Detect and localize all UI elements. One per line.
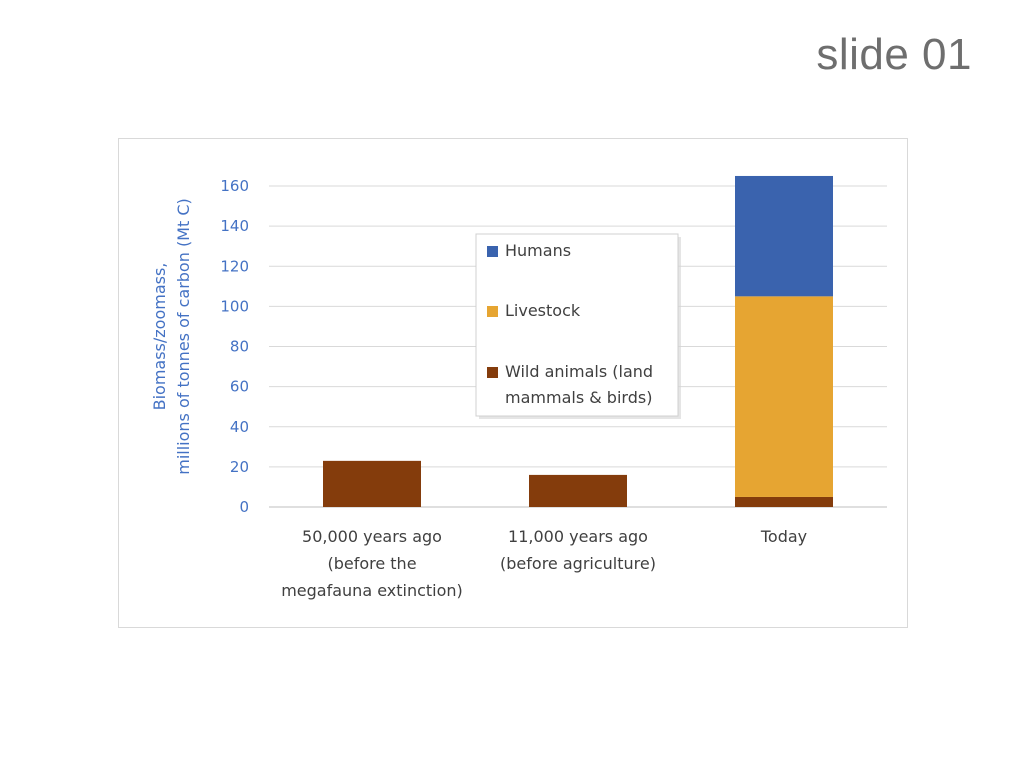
x-category-label: 11,000 years ago xyxy=(508,527,648,546)
y-axis-label-line: millions of tonnes of carbon (Mt C) xyxy=(174,198,193,475)
biomass-chart: 0 20 40 60 80 100 120 140 160 Biomass/zoomass, mi… xyxy=(150,175,887,600)
y-tick-label: 120 xyxy=(220,257,249,275)
legend-label: mammals & birds) xyxy=(505,388,652,407)
legend-box xyxy=(475,233,679,417)
bar-wild xyxy=(529,474,627,507)
x-axis-categories: 50,000 years ago (before the megafauna ext… xyxy=(281,527,807,600)
x-category-label: (before the xyxy=(327,554,416,573)
legend-swatch xyxy=(487,367,498,378)
legend-swatch xyxy=(487,246,498,257)
y-tick-label: 0 xyxy=(239,498,249,516)
legend-swatch xyxy=(487,306,498,317)
legend-label: Livestock xyxy=(505,301,581,320)
y-axis-label: Biomass/zoomass, millions of tonnes of ca… xyxy=(150,198,193,475)
y-tick-label: 140 xyxy=(220,217,249,235)
legend-label: Wild animals (land xyxy=(505,362,653,381)
y-tick-label: 60 xyxy=(230,378,249,396)
slide-label: slide 01 xyxy=(816,30,972,79)
y-tick-label: 160 xyxy=(220,177,249,195)
y-tick-label: 80 xyxy=(230,338,249,356)
y-tick-label: 20 xyxy=(230,458,249,476)
x-category-label: (before agriculture) xyxy=(500,554,656,573)
x-category-label: Today xyxy=(760,527,807,546)
x-category-label: 50,000 years ago xyxy=(302,527,442,546)
bar-livestock xyxy=(735,296,833,497)
bar-humans xyxy=(735,175,833,297)
y-axis-ticks: 0 20 40 60 80 100 120 140 160 xyxy=(220,177,249,516)
legend: Humans Livestock Wild animals (land mammals… xyxy=(475,233,681,419)
bar-wild xyxy=(323,460,421,507)
chart-frame: 0 20 40 60 80 100 120 140 160 Biomass/zoomass, mi… xyxy=(118,138,908,628)
y-tick-label: 40 xyxy=(230,418,249,436)
y-axis-label-line: Biomass/zoomass, xyxy=(150,263,169,411)
x-category-label: megafauna extinction) xyxy=(281,581,463,600)
y-tick-label: 100 xyxy=(220,297,249,315)
bars xyxy=(323,175,833,507)
bar-wild xyxy=(735,496,833,507)
legend-label: Humans xyxy=(505,241,571,260)
